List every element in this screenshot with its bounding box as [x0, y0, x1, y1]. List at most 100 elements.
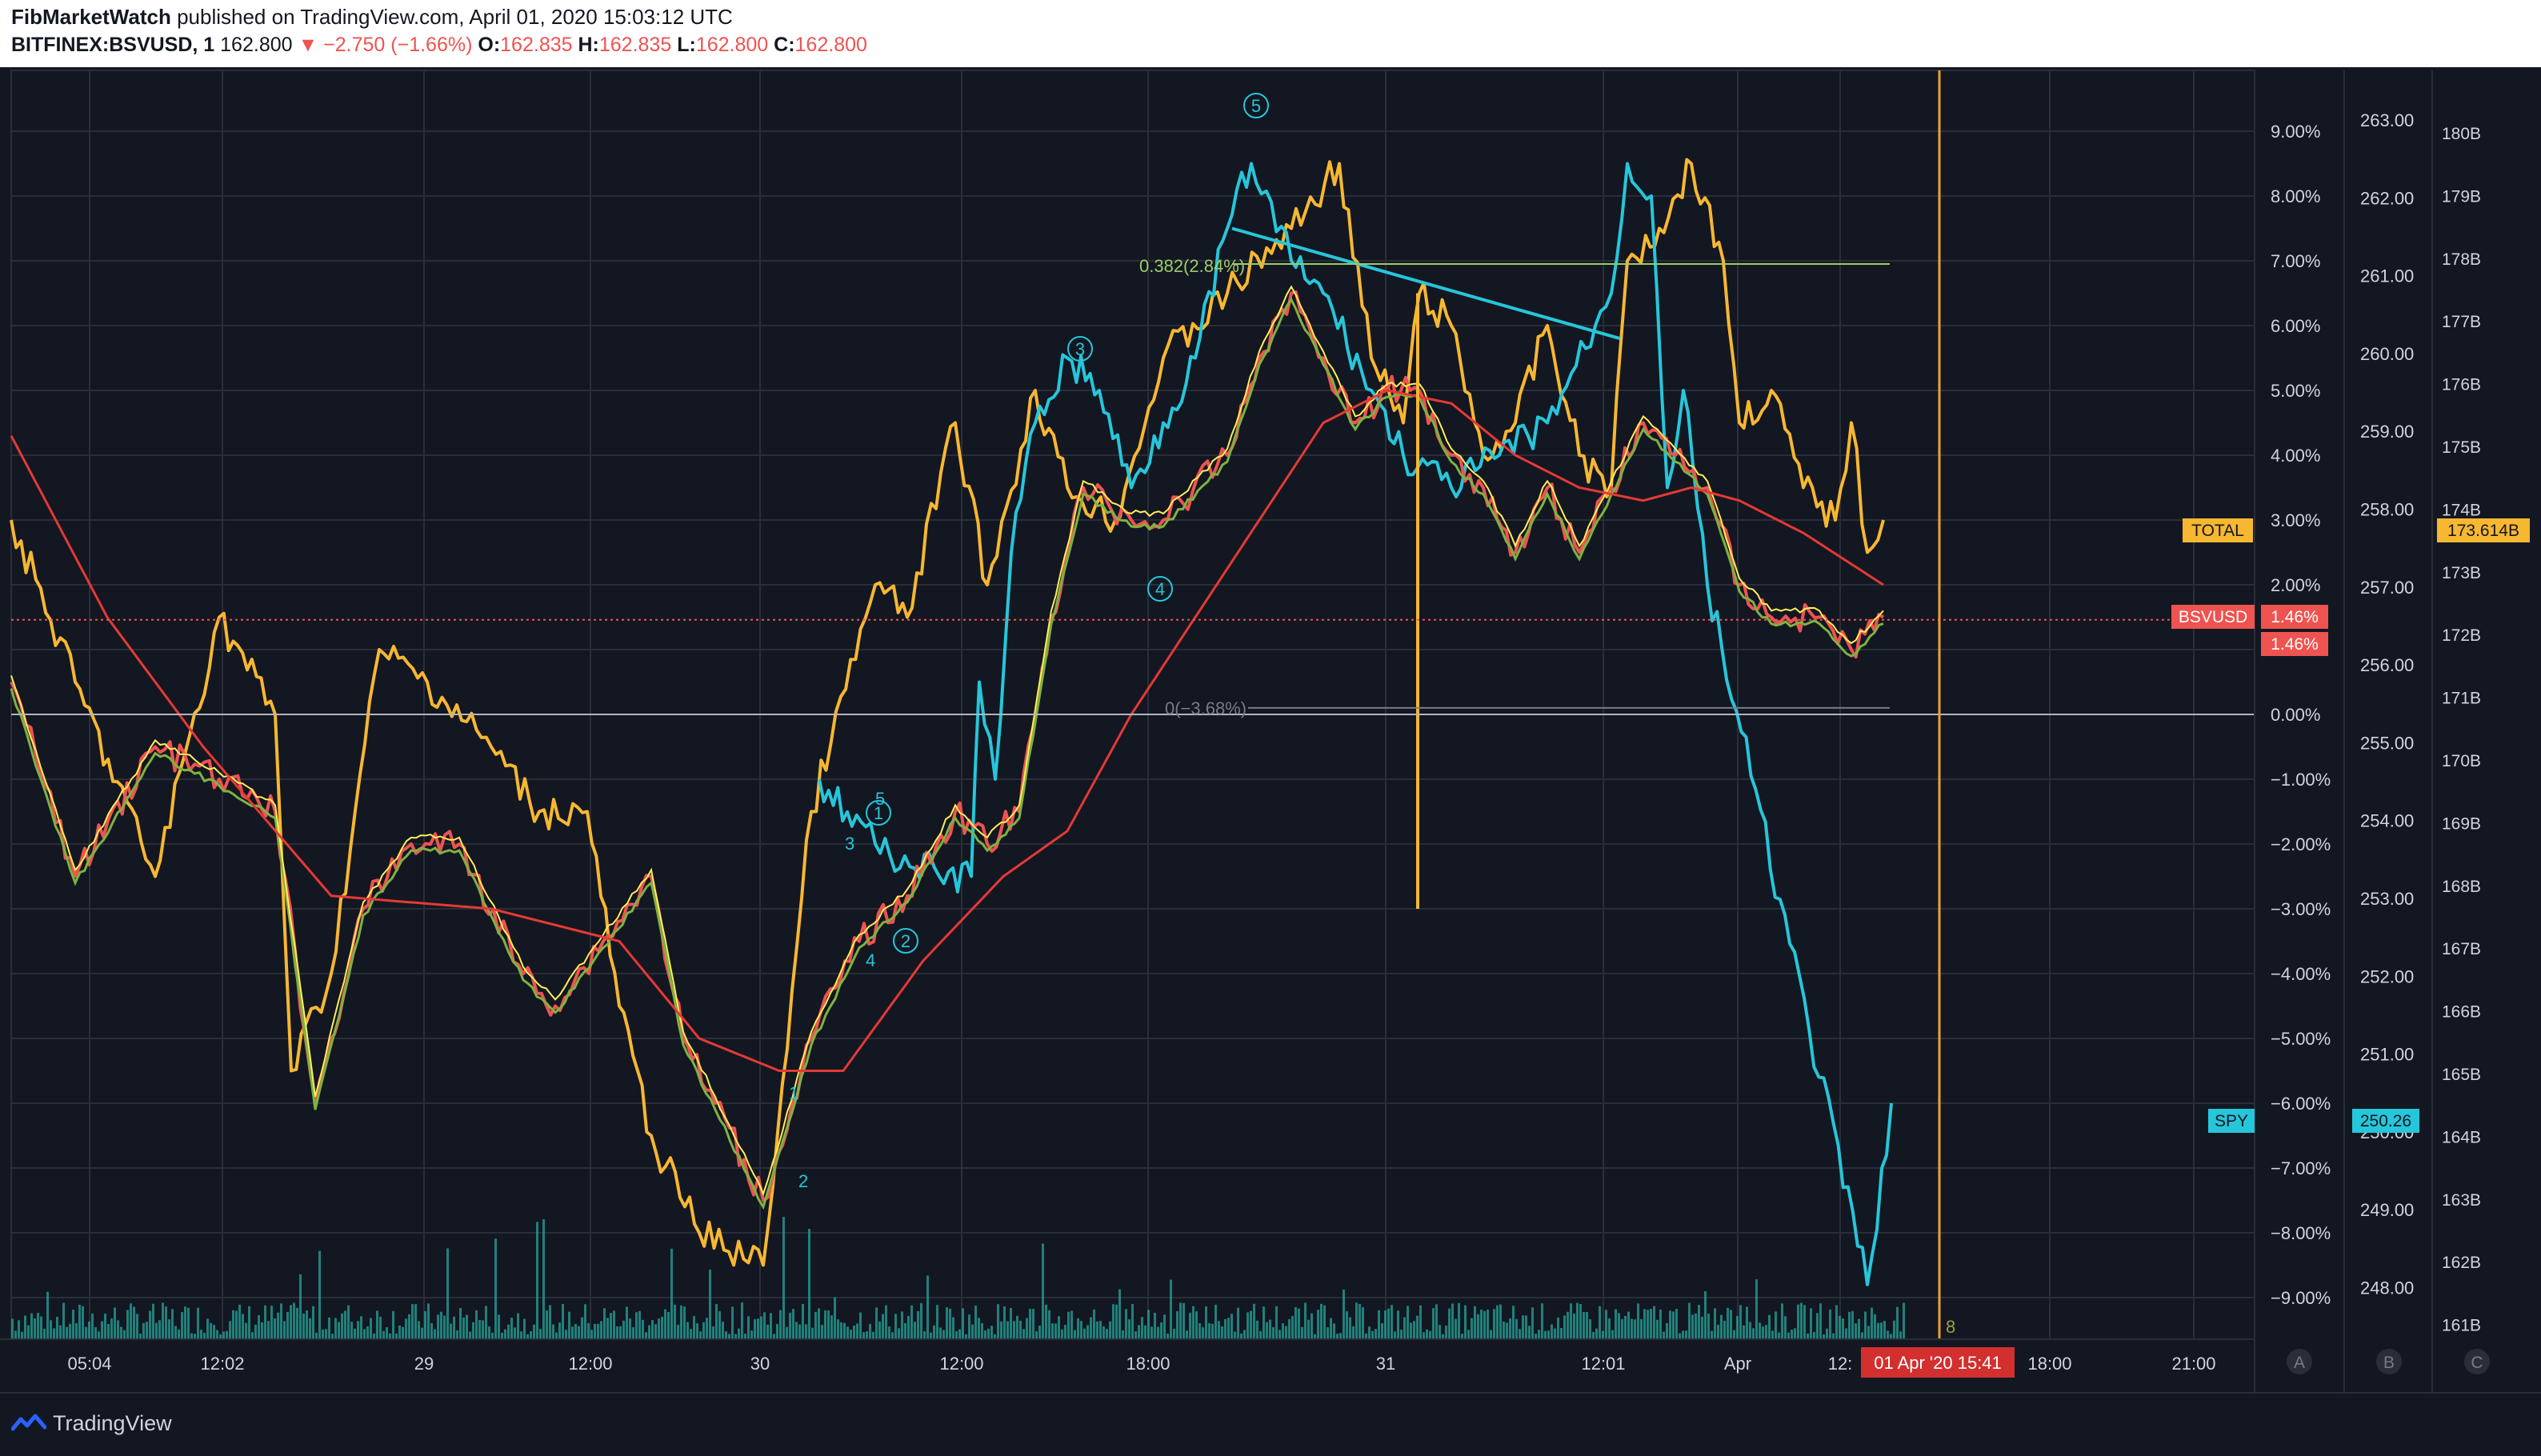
volume-bar: [229, 1321, 231, 1339]
total-tick: 178B: [2442, 250, 2481, 269]
author-name[interactable]: FibMarketWatch: [11, 5, 171, 29]
volume-bar: [1871, 1307, 1873, 1339]
volume-bar: [760, 1316, 762, 1339]
volume-bar: [1861, 1332, 1863, 1339]
volume-bar: [149, 1310, 151, 1339]
percent-tick: −4.00%: [2271, 964, 2331, 984]
volume-bar: [1519, 1329, 1521, 1339]
volume-bar: [1208, 1322, 1210, 1339]
volume-bar: [613, 1310, 615, 1339]
volume-bar: [1262, 1306, 1265, 1339]
volume-bar: [389, 1333, 391, 1339]
volume-bar: [501, 1332, 503, 1339]
volume-bar: [997, 1304, 999, 1339]
volume-bar: [395, 1333, 398, 1339]
volume-bar: [1541, 1303, 1543, 1339]
volume-bar: [1525, 1315, 1527, 1339]
volume-bar: [120, 1326, 122, 1339]
percent-tick: −7.00%: [2271, 1158, 2331, 1178]
total-tick: 172B: [2442, 626, 2481, 645]
series-line-ma-long: [10, 389, 1884, 1072]
volume-bar: [1032, 1309, 1034, 1339]
percent-tick: 8.00%: [2271, 186, 2320, 206]
volume-bar: [629, 1318, 631, 1339]
volume-bar: [184, 1306, 186, 1339]
scale-button[interactable]: [2464, 1349, 2490, 1374]
volume-bar: [254, 1324, 257, 1339]
price-chart[interactable]: 0.382(2.84%) 0(−3.68%) 8 5 3 4 1 2 5 3 4 1 2 9.00% 8.…: [0, 67, 2541, 1392]
volume-bar: [1106, 1329, 1108, 1339]
x-tick: Apr: [1724, 1354, 1751, 1374]
volume-bar: [1461, 1334, 1463, 1339]
volume-bar: [830, 1315, 833, 1339]
spy-tick: 256.00: [2360, 655, 2414, 675]
volume-bar: [942, 1330, 945, 1339]
volume-bar: [1160, 1322, 1162, 1339]
volume-bar: [123, 1330, 126, 1339]
volume-bar: [1131, 1303, 1134, 1339]
volume-bar: [824, 1310, 826, 1339]
volume-bar: [1378, 1310, 1380, 1339]
volume-bar: [1647, 1310, 1649, 1339]
volume-bar: [1679, 1333, 1681, 1339]
volume-bar: [792, 1309, 794, 1339]
volume-bar: [594, 1323, 596, 1339]
symbol-label[interactable]: BITFINEX:BSVUSD, 1: [11, 34, 215, 56]
volume-bar: [1147, 1310, 1150, 1339]
volume-bar: [1301, 1326, 1303, 1339]
volume-bar: [939, 1327, 942, 1339]
volume-bar: [1080, 1321, 1082, 1339]
volume-bar: [555, 1332, 558, 1339]
volume-bar: [600, 1321, 602, 1339]
volume-bar: [1138, 1325, 1140, 1339]
volume-bar: [664, 1309, 666, 1339]
volume-bar: [910, 1305, 913, 1339]
volume-bar: [1058, 1316, 1060, 1339]
volume-bar: [1576, 1302, 1579, 1339]
volume-bar: [958, 1329, 961, 1339]
volume-bar: [1813, 1332, 1815, 1339]
ohlc-line: BITFINEX:BSVUSD, 1 162.800 ▼ −2.750 (−1.…: [11, 34, 867, 57]
tradingview-logo-icon[interactable]: [11, 1411, 46, 1435]
last-price: 162.800: [220, 34, 293, 56]
spy-tick: 248.00: [2360, 1278, 2414, 1298]
tradingview-brand[interactable]: TradingView: [53, 1411, 172, 1435]
volume-bar: [1784, 1316, 1787, 1339]
scale-button[interactable]: [2287, 1349, 2312, 1374]
volume-bar: [1887, 1330, 1889, 1339]
volume-bar: [69, 1323, 71, 1339]
spy-tick: 259.00: [2360, 422, 2414, 442]
volume-bar: [738, 1328, 740, 1339]
volume-bar: [1122, 1330, 1124, 1339]
volume-bar: [1736, 1315, 1739, 1339]
volume-bar: [1579, 1304, 1582, 1339]
volume-bar: [616, 1326, 618, 1339]
volume-bar: [1551, 1324, 1553, 1339]
high-label: H:: [578, 34, 599, 56]
volume-bar: [520, 1331, 522, 1339]
volume-bar: [1717, 1324, 1719, 1339]
volume-bar: [990, 1326, 993, 1339]
volume-bar: [1467, 1330, 1470, 1339]
volume-bar: [482, 1320, 484, 1339]
volume-bar: [878, 1321, 881, 1339]
volume-bar: [978, 1318, 980, 1339]
volume-bar: [1839, 1315, 1841, 1339]
volume-bar: [366, 1326, 369, 1339]
x-tick: 05:04: [67, 1354, 111, 1374]
volume-bar: [648, 1325, 650, 1339]
volume-bar: [1458, 1302, 1460, 1339]
percent-tick: −9.00%: [2271, 1288, 2331, 1308]
close-label: C:: [774, 34, 795, 56]
volume-bar: [597, 1323, 599, 1339]
x-tick: 30: [750, 1354, 770, 1374]
volume-bar: [638, 1310, 641, 1339]
volume-bar: [402, 1326, 404, 1339]
scale-button[interactable]: [2376, 1349, 2402, 1374]
volume-bar: [1890, 1334, 1892, 1339]
volume-bar: [466, 1314, 468, 1339]
volume-bar: [1234, 1331, 1236, 1339]
volume-bar: [606, 1318, 609, 1339]
volume-bar: [1115, 1304, 1118, 1339]
volume-bar: [1061, 1329, 1063, 1339]
